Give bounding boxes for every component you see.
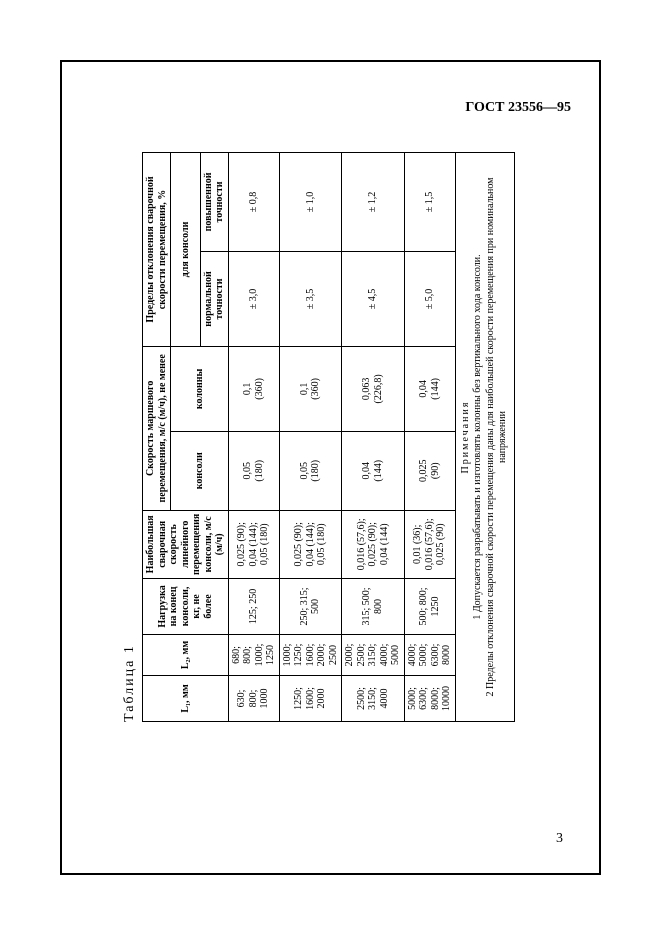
cell-konsoli: 0,04(144) <box>342 431 405 510</box>
cell-weld: 0,025 (90);0,04 (144);0,05 (180) <box>279 510 342 578</box>
table-row: 1250;1600;2000 1000; 1250;1600; 2000;250… <box>279 153 342 722</box>
cell-kolonny: 0,1(360) <box>279 346 342 431</box>
cell-l1: 5000;6300;8000;10000 <box>404 676 455 722</box>
rotated-container: Таблица 1 L₁, мм L₂, мм Нагрузка на коне… <box>122 152 542 722</box>
th-l1: L₁, мм <box>143 676 229 722</box>
th-norm: нормальной точности <box>200 251 228 346</box>
cell-weld: 0,01 (36);0,016 (57,6);0,025 (90) <box>404 510 455 578</box>
cell-weld: 0,016 (57,6);0,025 (90);0,04 (144) <box>342 510 405 578</box>
cell-l1: 1250;1600;2000 <box>279 676 342 722</box>
th-dev-group: Пределы отклонения сварочной скорости пе… <box>143 153 171 347</box>
table-head: L₁, мм L₂, мм Нагрузка на конец консоли,… <box>143 153 229 722</box>
cell-kolonny: 0,1(360) <box>228 346 279 431</box>
document-code: ГОСТ 23556—95 <box>465 100 571 116</box>
th-kolonny: колонны <box>171 346 229 431</box>
page-frame: ГОСТ 23556—95 Таблица 1 L₁, мм L₂, мм На… <box>60 60 601 875</box>
notes-row: Примечания 1 Допускается разрабатывать и… <box>455 153 514 722</box>
note-2: 2 Пределы отклонения сварочной скорости … <box>485 177 509 696</box>
th-l2: L₂, мм <box>143 634 229 675</box>
cell-norm: ± 5,0 <box>404 251 455 346</box>
cell-load: 125; 250 <box>228 578 279 634</box>
cell-l2: 680; 800;1000; 1250 <box>228 634 279 675</box>
table-row: 5000;6300;8000;10000 4000; 5000;6300; 80… <box>404 153 455 722</box>
cell-pov: ± 1,5 <box>404 153 455 252</box>
content-area: Таблица 1 L₁, мм L₂, мм Нагрузка на коне… <box>122 152 542 722</box>
cell-l2: 4000; 5000;6300; 8000 <box>404 634 455 675</box>
th-konsoli: консоли <box>171 431 229 510</box>
cell-l1: 630;800;1000 <box>228 676 279 722</box>
th-pov: повышенной точности <box>200 153 228 252</box>
th-weld-speed: Наибольшая сварочная скорость линейного … <box>143 510 229 578</box>
cell-load: 315; 500;800 <box>342 578 405 634</box>
table-body: 630;800;1000 680; 800;1000; 1250 125; 25… <box>228 153 514 722</box>
cell-pov: ± 0,8 <box>228 153 279 252</box>
cell-kolonny: 0,063(226,8) <box>342 346 405 431</box>
th-dev-sub: для консоли <box>171 153 201 347</box>
table-caption: Таблица 1 <box>122 152 138 722</box>
spec-table: L₁, мм L₂, мм Нагрузка на конец консоли,… <box>142 152 515 722</box>
cell-kolonny: 0,04(144) <box>404 346 455 431</box>
cell-konsoli: 0,05(180) <box>279 431 342 510</box>
th-load: Нагрузка на конец консоли, кг, не более <box>143 578 229 634</box>
note-1: 1 Допускается разрабатывать и изготовлят… <box>472 254 483 619</box>
table-row: 2500;3150;4000 2000; 2500;3150; 4000;500… <box>342 153 405 722</box>
cell-konsoli: 0,025(90) <box>404 431 455 510</box>
cell-norm: ± 3,5 <box>279 251 342 346</box>
table-row: 630;800;1000 680; 800;1000; 1250 125; 25… <box>228 153 279 722</box>
cell-l2: 2000; 2500;3150; 4000;5000 <box>342 634 405 675</box>
th-marsh-group: Скорость маршевого перемещения, м/с (м/ч… <box>143 346 171 510</box>
cell-pov: ± 1,0 <box>279 153 342 252</box>
cell-norm: ± 4,5 <box>342 251 405 346</box>
cell-l1: 2500;3150;4000 <box>342 676 405 722</box>
notes-title: Примечания <box>460 401 471 474</box>
cell-weld: 0,025 (90);0,04 (144);0,05 (180) <box>228 510 279 578</box>
page-number: 3 <box>556 831 563 847</box>
cell-load: 500; 800;1250 <box>404 578 455 634</box>
notes-cell: Примечания 1 Допускается разрабатывать и… <box>455 153 514 722</box>
cell-konsoli: 0,05(180) <box>228 431 279 510</box>
cell-load: 250; 315;500 <box>279 578 342 634</box>
cell-l2: 1000; 1250;1600; 2000;2500 <box>279 634 342 675</box>
cell-pov: ± 1,2 <box>342 153 405 252</box>
cell-norm: ± 3,0 <box>228 251 279 346</box>
